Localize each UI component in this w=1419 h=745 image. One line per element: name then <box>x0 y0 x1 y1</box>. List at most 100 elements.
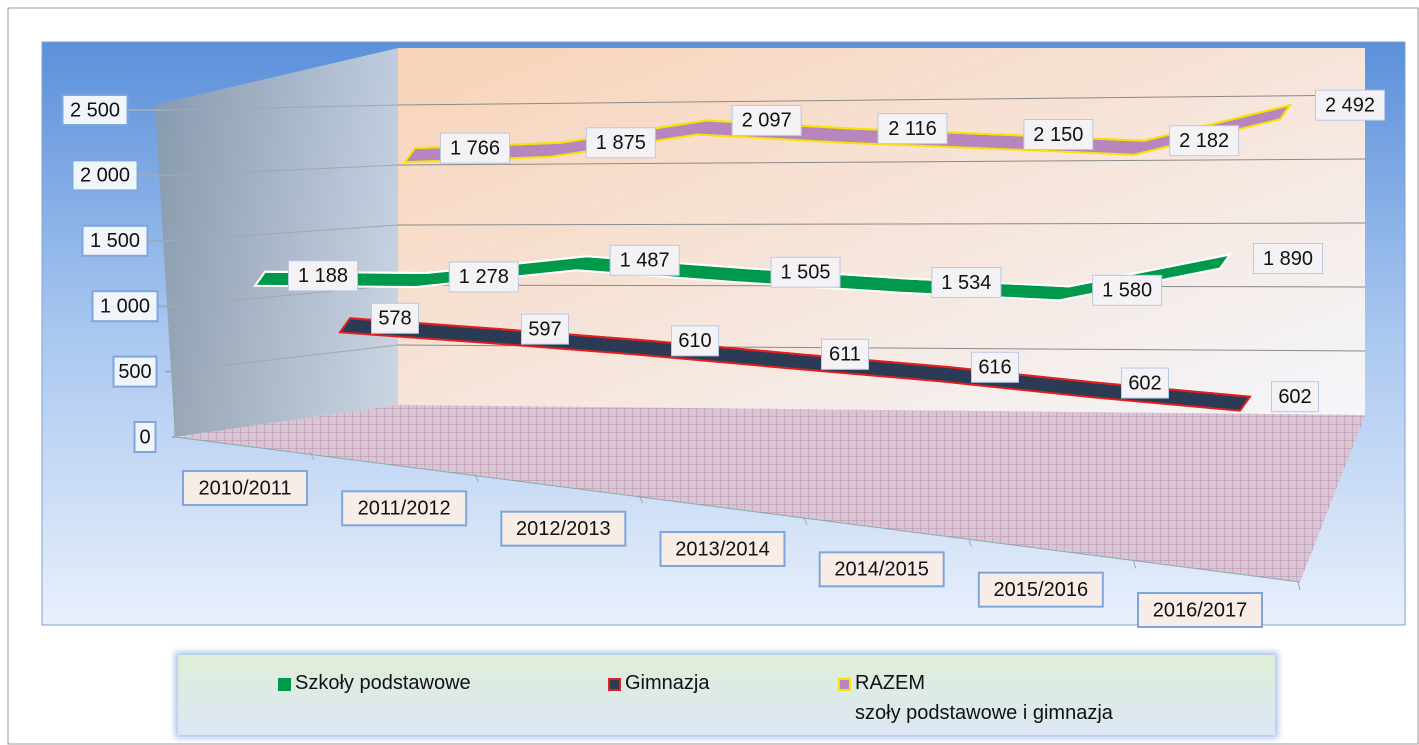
value-label-box <box>671 325 719 357</box>
x-tick-label: 2011/2012 <box>358 498 451 520</box>
x-tick <box>1297 581 1301 591</box>
legend-label: RAZEM szoły podstawowe i gimnazja <box>855 672 1113 724</box>
y-tick-box <box>71 159 139 192</box>
x-tick-label: 2012/2013 <box>516 518 611 540</box>
y-axis <box>169 104 176 438</box>
legend-swatch <box>838 678 851 691</box>
value-label-box <box>731 104 802 136</box>
value-label: 602 <box>1278 386 1311 408</box>
value-label-box <box>1092 274 1163 306</box>
y-tick-label: 1 500 <box>90 230 140 252</box>
y-tick-box <box>91 290 159 323</box>
grid-line <box>397 222 1366 226</box>
series-line <box>349 317 1251 398</box>
value-label: 1 487 <box>620 250 670 272</box>
value-label: 1 534 <box>941 272 991 294</box>
value-label: 1 890 <box>1263 248 1313 270</box>
value-label-box <box>877 113 948 145</box>
x-tick-box <box>977 571 1104 608</box>
floor <box>175 405 1365 582</box>
value-label-box <box>971 351 1019 383</box>
x-tick-label: 2016/2017 <box>1153 599 1248 621</box>
value-label-box <box>770 256 841 288</box>
value-label: 1 188 <box>298 265 348 287</box>
value-label: 611 <box>829 344 861 366</box>
value-label: 1 278 <box>459 266 509 288</box>
grid-line <box>171 344 399 373</box>
value-label-box <box>1253 243 1323 274</box>
x-tick-box <box>1137 592 1263 628</box>
value-label-box <box>371 302 419 334</box>
legend-entry: Szkoły podstawowe <box>278 672 471 698</box>
value-label-box <box>821 338 869 370</box>
value-label: 610 <box>678 330 711 352</box>
value-label: 602 <box>1128 372 1161 394</box>
x-tick-label: 2014/2015 <box>834 559 929 581</box>
value-label: 2 116 <box>888 118 937 140</box>
grid-line <box>171 284 399 307</box>
value-label: 616 <box>978 357 1011 379</box>
value-label-box <box>1315 89 1385 121</box>
value-label-box <box>1169 125 1240 157</box>
legend: Szkoły podstawowe Gimnazja RAZEM szoły pod… <box>178 655 1275 735</box>
grid-line <box>170 164 399 176</box>
x-tick <box>638 495 644 504</box>
grid-line <box>397 94 1366 106</box>
value-label-box <box>609 244 680 276</box>
y-tick-box <box>112 355 158 388</box>
y-tick-box <box>61 94 129 126</box>
value-label: 597 <box>528 318 561 340</box>
x-tick <box>968 538 972 547</box>
value-label: 1 505 <box>780 262 830 284</box>
value-label-box <box>585 127 656 159</box>
value-label-box <box>448 261 519 293</box>
value-label: 2 182 <box>1179 130 1229 152</box>
y-tick-label: 1 000 <box>100 295 150 317</box>
y-tick-label: 2 500 <box>70 99 120 121</box>
value-label: 1 875 <box>596 132 646 154</box>
series-line <box>264 253 1231 288</box>
x-tick-box <box>500 510 627 547</box>
x-tick-box <box>818 551 945 588</box>
legend-label: Gimnazja <box>625 672 710 694</box>
value-label-box <box>288 260 358 292</box>
value-label-box <box>1271 381 1319 413</box>
value-label: 2 492 <box>1325 94 1375 116</box>
grid-line <box>397 158 1366 166</box>
y-tick-label: 500 <box>118 361 151 383</box>
x-tick-box <box>182 470 308 506</box>
series-line <box>414 104 1291 150</box>
side-wall <box>155 48 398 437</box>
legend-swatch <box>608 678 621 691</box>
grid-line <box>169 104 399 111</box>
y-tick-box <box>81 224 149 257</box>
legend-entry: RAZEM szoły podstawowe i gimnazja <box>838 672 1113 728</box>
y-tick-box <box>133 421 157 453</box>
value-label-box <box>1121 367 1169 399</box>
x-tick-box <box>659 531 786 567</box>
value-label-box <box>440 132 510 164</box>
x-tick <box>1132 560 1137 569</box>
grid-line <box>170 224 399 242</box>
value-label: 578 <box>378 308 411 330</box>
value-label: 1 766 <box>450 137 500 159</box>
legend-label: Szkoły podstawowe <box>295 672 471 694</box>
x-tick-label: 2010/2011 <box>198 477 291 499</box>
legend-entry: Gimnazja <box>608 672 709 698</box>
x-tick-label: 2013/2014 <box>675 538 770 560</box>
x-axis <box>174 436 1301 583</box>
value-label: 1 580 <box>1102 280 1152 302</box>
value-label: 2 150 <box>1033 124 1083 146</box>
x-tick-box <box>341 490 468 527</box>
value-label-box <box>521 313 569 345</box>
x-tick <box>309 451 315 461</box>
value-label: 2 097 <box>742 110 792 132</box>
x-tick <box>474 473 479 482</box>
x-tick-label: 2015/2016 <box>994 579 1089 601</box>
x-tick <box>803 516 808 526</box>
value-label-box <box>931 267 1002 299</box>
legend-swatch <box>278 678 291 691</box>
y-tick-label: 2 000 <box>80 165 130 187</box>
